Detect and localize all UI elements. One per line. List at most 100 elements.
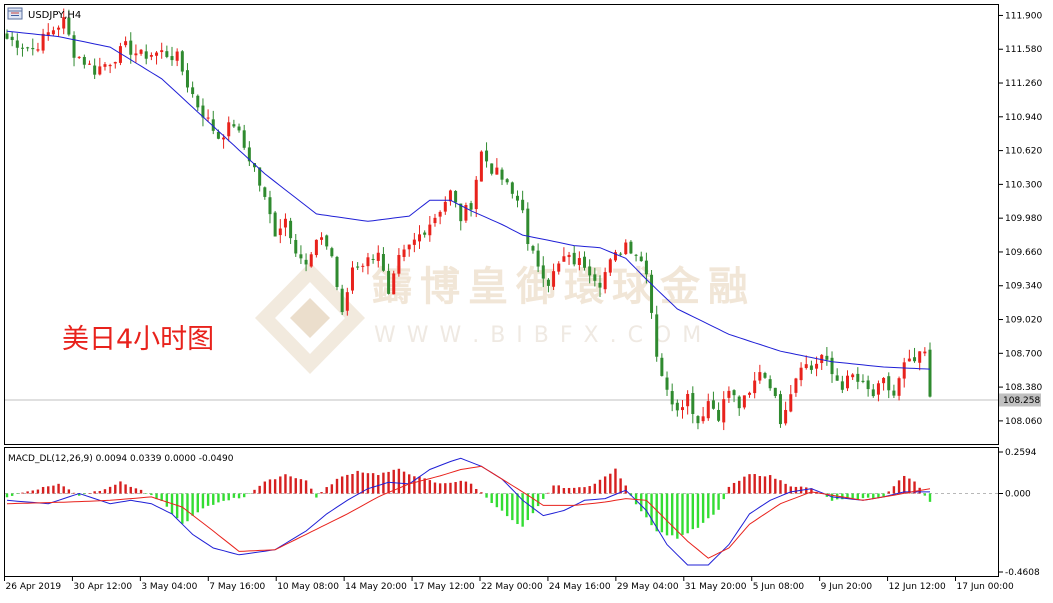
candle-body <box>335 256 339 288</box>
candle <box>26 46 30 52</box>
macd-histogram-bar <box>273 479 277 494</box>
macd-histogram-bar <box>696 493 700 528</box>
chart-window-icon[interactable] <box>7 7 23 20</box>
candle-body <box>799 367 803 381</box>
candle <box>314 239 318 258</box>
macd-histogram-bar <box>727 486 731 494</box>
candle <box>526 202 530 251</box>
candle-body <box>897 378 901 396</box>
candle <box>577 251 581 271</box>
candle <box>758 364 762 384</box>
macd-histogram-bar <box>217 493 220 503</box>
candle-body <box>650 274 654 313</box>
candle-body <box>521 199 525 211</box>
candle <box>325 234 329 250</box>
chart-header: USDJPY,H4 <box>7 7 81 21</box>
macd-histogram-bar <box>480 492 483 494</box>
candle <box>804 355 808 370</box>
macd-histogram-bar <box>418 476 421 494</box>
candle-body <box>815 363 819 369</box>
macd-histogram-bar <box>928 493 932 502</box>
candle <box>356 262 360 270</box>
macd-histogram-bar <box>423 478 426 494</box>
candle-body <box>892 390 896 396</box>
candle-body <box>717 409 721 421</box>
candle-body <box>304 259 308 265</box>
candle-body <box>242 130 246 148</box>
candle <box>711 391 715 410</box>
candle-body <box>15 40 19 48</box>
candle-body <box>722 399 726 423</box>
candle <box>62 8 66 35</box>
candle <box>876 380 880 402</box>
macd-histogram-bar <box>21 492 24 494</box>
macd-histogram-bar <box>691 493 695 530</box>
price-tick-label: 110.300 <box>1005 180 1042 190</box>
candle <box>294 233 298 257</box>
candle-body <box>36 49 40 51</box>
candle <box>562 247 566 262</box>
macd-histogram-bar <box>413 476 416 494</box>
candle <box>505 178 509 185</box>
macd-histogram-bar <box>248 493 251 494</box>
candle-body <box>913 357 917 362</box>
candle <box>644 252 648 284</box>
candle <box>309 251 313 268</box>
macd-histogram-bar <box>227 493 230 501</box>
macd-histogram-bar <box>57 483 60 494</box>
macd-histogram-bar <box>433 482 437 494</box>
macd-signal-line <box>6 465 931 559</box>
price-tick-label: 111.580 <box>1005 45 1042 55</box>
candle <box>789 384 793 413</box>
time-tick-label: 22 May 00:00 <box>481 582 543 592</box>
macd-histogram-bar <box>660 493 664 533</box>
macd-histogram-bar <box>382 472 385 494</box>
candle <box>149 52 153 61</box>
candle <box>629 240 633 255</box>
candle-body <box>732 390 736 396</box>
candle <box>696 415 700 430</box>
candle-body <box>196 95 200 108</box>
candle-body <box>485 150 489 162</box>
candle <box>227 116 231 142</box>
candle <box>211 110 215 135</box>
macd-histogram-bar <box>707 493 710 519</box>
candle <box>521 190 525 214</box>
candles <box>5 8 932 431</box>
candle <box>830 351 834 383</box>
candle-body <box>655 314 659 357</box>
macd-histogram-bar <box>748 474 751 494</box>
candle-body <box>345 292 349 311</box>
candle-body <box>552 271 556 287</box>
candle-body <box>531 246 535 251</box>
candle <box>283 213 287 237</box>
candle-body <box>624 242 628 255</box>
candle <box>866 375 870 397</box>
price-tick-label: 109.980 <box>1005 214 1042 224</box>
macd-histogram-bar <box>732 482 736 494</box>
candle <box>902 357 906 388</box>
time-tick-label: 12 Jun 12:00 <box>889 582 946 592</box>
macd-histogram-bar <box>212 493 215 505</box>
candle <box>722 391 726 431</box>
candle <box>680 400 684 419</box>
candle-body <box>541 265 545 279</box>
macd-histogram-bar <box>485 493 488 498</box>
candle-body <box>376 252 380 261</box>
candle <box>923 347 927 357</box>
time-tick-label: 26 Apr 2019 <box>6 582 62 592</box>
candle-body <box>227 122 231 137</box>
macd-histogram-bar <box>459 480 462 494</box>
macd-histogram-bar <box>16 493 19 494</box>
macd-histogram-bar <box>366 473 370 494</box>
macd-histogram-bar <box>444 483 447 494</box>
macd-histogram-bar <box>557 485 560 494</box>
macd-histogram-bar <box>181 493 184 524</box>
macd-histogram-bar <box>26 491 29 494</box>
candle-body <box>325 235 329 247</box>
candle-body <box>464 204 468 221</box>
candle <box>289 217 293 244</box>
candle <box>763 371 767 379</box>
